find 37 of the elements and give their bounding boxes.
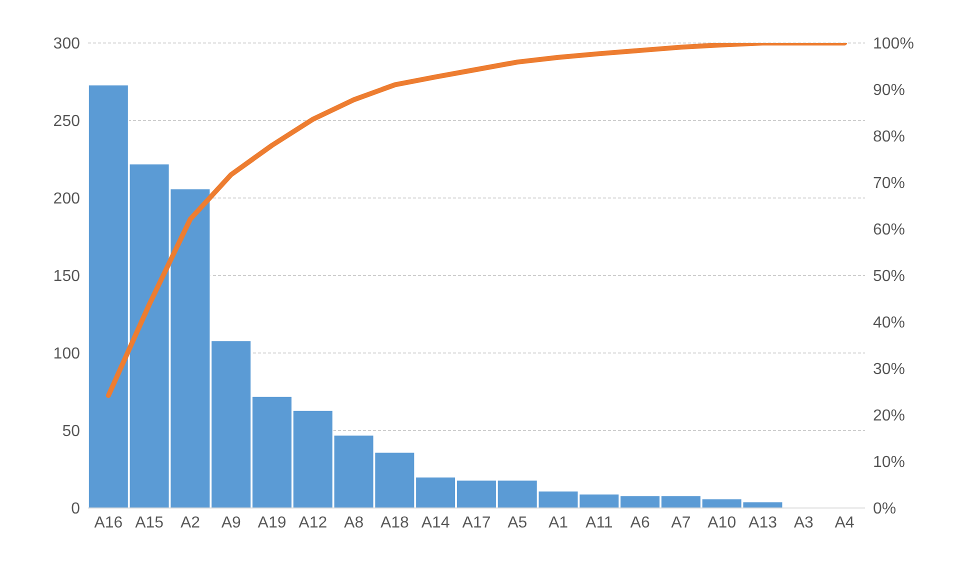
x-tick-label: A14 (421, 514, 450, 532)
x-tick-label: A11 (586, 514, 613, 532)
y-tick-label: 50 (62, 423, 80, 440)
x-tick-label: A12 (298, 514, 328, 532)
x-tick-label: A15 (135, 514, 164, 532)
y-tick-label: 300 (53, 36, 80, 53)
y-tick-label: 150 (53, 268, 80, 286)
y2-tick-label: 100% (873, 36, 914, 53)
x-tick-label: A8 (344, 514, 364, 532)
x-tick-label: A13 (748, 514, 778, 532)
y2-tick-label: 50% (873, 268, 906, 286)
y2-tick-label: 70% (873, 175, 906, 192)
x-tick-label: A17 (462, 514, 491, 532)
y2-tick-label: 90% (873, 82, 906, 100)
y2-tick-label: 0% (873, 500, 896, 518)
x-tick-label: A19 (258, 514, 286, 532)
y2-tick-label: 20% (873, 408, 906, 425)
y2-tick-label: 80% (873, 128, 906, 146)
y2-tick-label: 30% (873, 361, 906, 378)
y2-tick-label: 10% (873, 454, 906, 472)
x-tick-label: A1 (548, 514, 568, 532)
x-tick-label: A4 (834, 514, 854, 532)
x-tick-label: A9 (221, 514, 242, 532)
x-tick-label: A2 (180, 514, 200, 532)
x-tick-label: A7 (671, 514, 691, 532)
x-tick-label: A16 (94, 514, 123, 532)
y-tick-label: 200 (53, 190, 80, 208)
y-tick-label: 100 (53, 346, 80, 363)
x-tick-label: A3 (794, 514, 814, 532)
x-tick-label: A18 (380, 514, 410, 532)
y2-tick-label: 60% (873, 222, 906, 239)
x-tick-label: A5 (508, 514, 528, 532)
y-tick-label: 0 (71, 500, 80, 518)
x-tick-label: A6 (630, 514, 650, 532)
x-tick-label: A10 (708, 514, 736, 532)
y-tick-label: 250 (53, 113, 80, 130)
y2-tick-label: 40% (873, 314, 906, 332)
